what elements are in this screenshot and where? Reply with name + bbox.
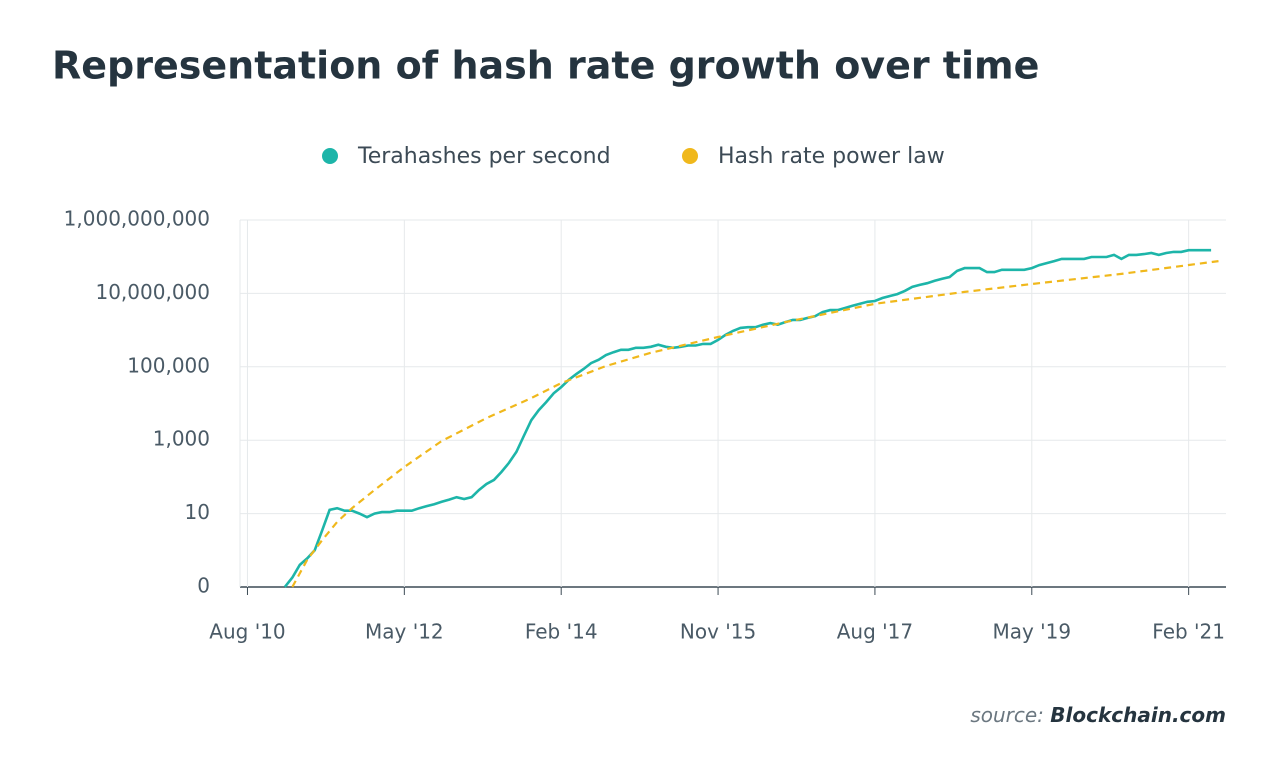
x-tick-label: May '19 <box>992 620 1071 644</box>
x-tick-label: Nov '15 <box>680 620 756 644</box>
source-label: source: <box>970 703 1044 727</box>
source: source: Blockchain.com <box>970 703 1226 727</box>
x-tick-label: Feb '21 <box>1152 620 1225 644</box>
y-tick-label: 100,000 <box>127 353 210 377</box>
x-tick-label: Aug '17 <box>837 620 913 644</box>
y-tick-label: 1,000 <box>153 427 210 451</box>
x-tick-label: May '12 <box>365 620 444 644</box>
series-line <box>283 248 1212 588</box>
chart-title: Representation of hash rate growth over … <box>52 44 1039 88</box>
y-tick-label: 10 <box>185 500 210 524</box>
x-tick-label: Aug '10 <box>209 620 285 644</box>
series-line <box>291 260 1219 588</box>
legend-label: Terahashes per second <box>357 144 611 169</box>
legend-marker <box>682 148 698 164</box>
legend-marker <box>322 148 338 164</box>
x-tick-label: Feb '14 <box>525 620 598 644</box>
y-tick-label: 0 <box>197 574 210 598</box>
legend-label: Hash rate power law <box>718 144 945 169</box>
source-name: Blockchain.com <box>1050 703 1226 727</box>
y-tick-label: 1,000,000,000 <box>64 207 210 231</box>
y-tick-label: 10,000,000 <box>95 280 210 304</box>
